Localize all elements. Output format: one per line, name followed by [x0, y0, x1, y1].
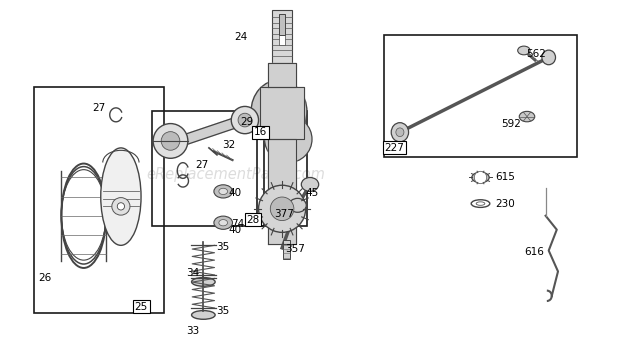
Text: 28: 28 [246, 215, 260, 225]
Ellipse shape [112, 198, 130, 215]
Ellipse shape [219, 188, 228, 195]
Text: 33: 33 [186, 326, 199, 335]
Text: 25: 25 [135, 302, 148, 312]
Bar [279, 14, 285, 35]
Ellipse shape [192, 310, 215, 319]
Text: 615: 615 [495, 173, 515, 182]
Ellipse shape [214, 185, 232, 198]
Text: 29: 29 [241, 117, 254, 127]
Text: 32: 32 [222, 141, 235, 150]
Text: 24: 24 [234, 32, 247, 41]
Text: 34: 34 [186, 268, 199, 278]
Circle shape [153, 124, 188, 158]
Ellipse shape [251, 80, 307, 143]
Text: 357: 357 [285, 244, 305, 254]
Bar [152, 111, 264, 226]
Text: 27: 27 [92, 103, 105, 113]
Polygon shape [268, 191, 296, 244]
Ellipse shape [100, 148, 141, 245]
Text: 562: 562 [526, 49, 546, 59]
Text: 16: 16 [254, 127, 267, 137]
Text: 26: 26 [38, 274, 51, 283]
Circle shape [474, 171, 487, 184]
Ellipse shape [219, 220, 228, 226]
Ellipse shape [391, 123, 409, 142]
Ellipse shape [472, 172, 489, 183]
Text: 40: 40 [228, 188, 241, 198]
Polygon shape [177, 113, 248, 148]
Ellipse shape [301, 177, 319, 191]
Ellipse shape [265, 116, 312, 163]
Ellipse shape [214, 216, 232, 229]
Ellipse shape [518, 46, 530, 55]
Text: 35: 35 [216, 307, 229, 316]
Circle shape [161, 132, 180, 150]
Text: 592: 592 [501, 119, 521, 128]
Ellipse shape [542, 50, 556, 65]
Circle shape [259, 185, 306, 232]
Circle shape [231, 106, 259, 134]
Text: 227: 227 [384, 143, 404, 153]
Bar [257, 111, 307, 226]
Ellipse shape [192, 278, 215, 286]
Polygon shape [268, 139, 296, 191]
Ellipse shape [396, 128, 404, 137]
Ellipse shape [289, 198, 306, 212]
Circle shape [117, 203, 125, 210]
Bar [34, 87, 164, 313]
Circle shape [238, 113, 252, 127]
Bar [283, 240, 290, 259]
Text: 616: 616 [524, 247, 544, 257]
Text: 230: 230 [495, 199, 515, 208]
Text: 35: 35 [216, 242, 229, 252]
Text: 40: 40 [228, 225, 241, 235]
Bar [279, 31, 285, 45]
Text: 45: 45 [305, 188, 318, 198]
Ellipse shape [272, 199, 280, 215]
Text: 27: 27 [195, 160, 208, 170]
Bar [384, 35, 577, 157]
Circle shape [270, 197, 294, 221]
Polygon shape [260, 87, 304, 139]
Text: 377: 377 [274, 209, 294, 219]
Ellipse shape [520, 111, 534, 122]
Polygon shape [268, 63, 296, 87]
Text: eReplacementParts.com: eReplacementParts.com [146, 166, 325, 182]
Text: 741: 741 [231, 220, 250, 229]
Bar [272, 10, 292, 63]
